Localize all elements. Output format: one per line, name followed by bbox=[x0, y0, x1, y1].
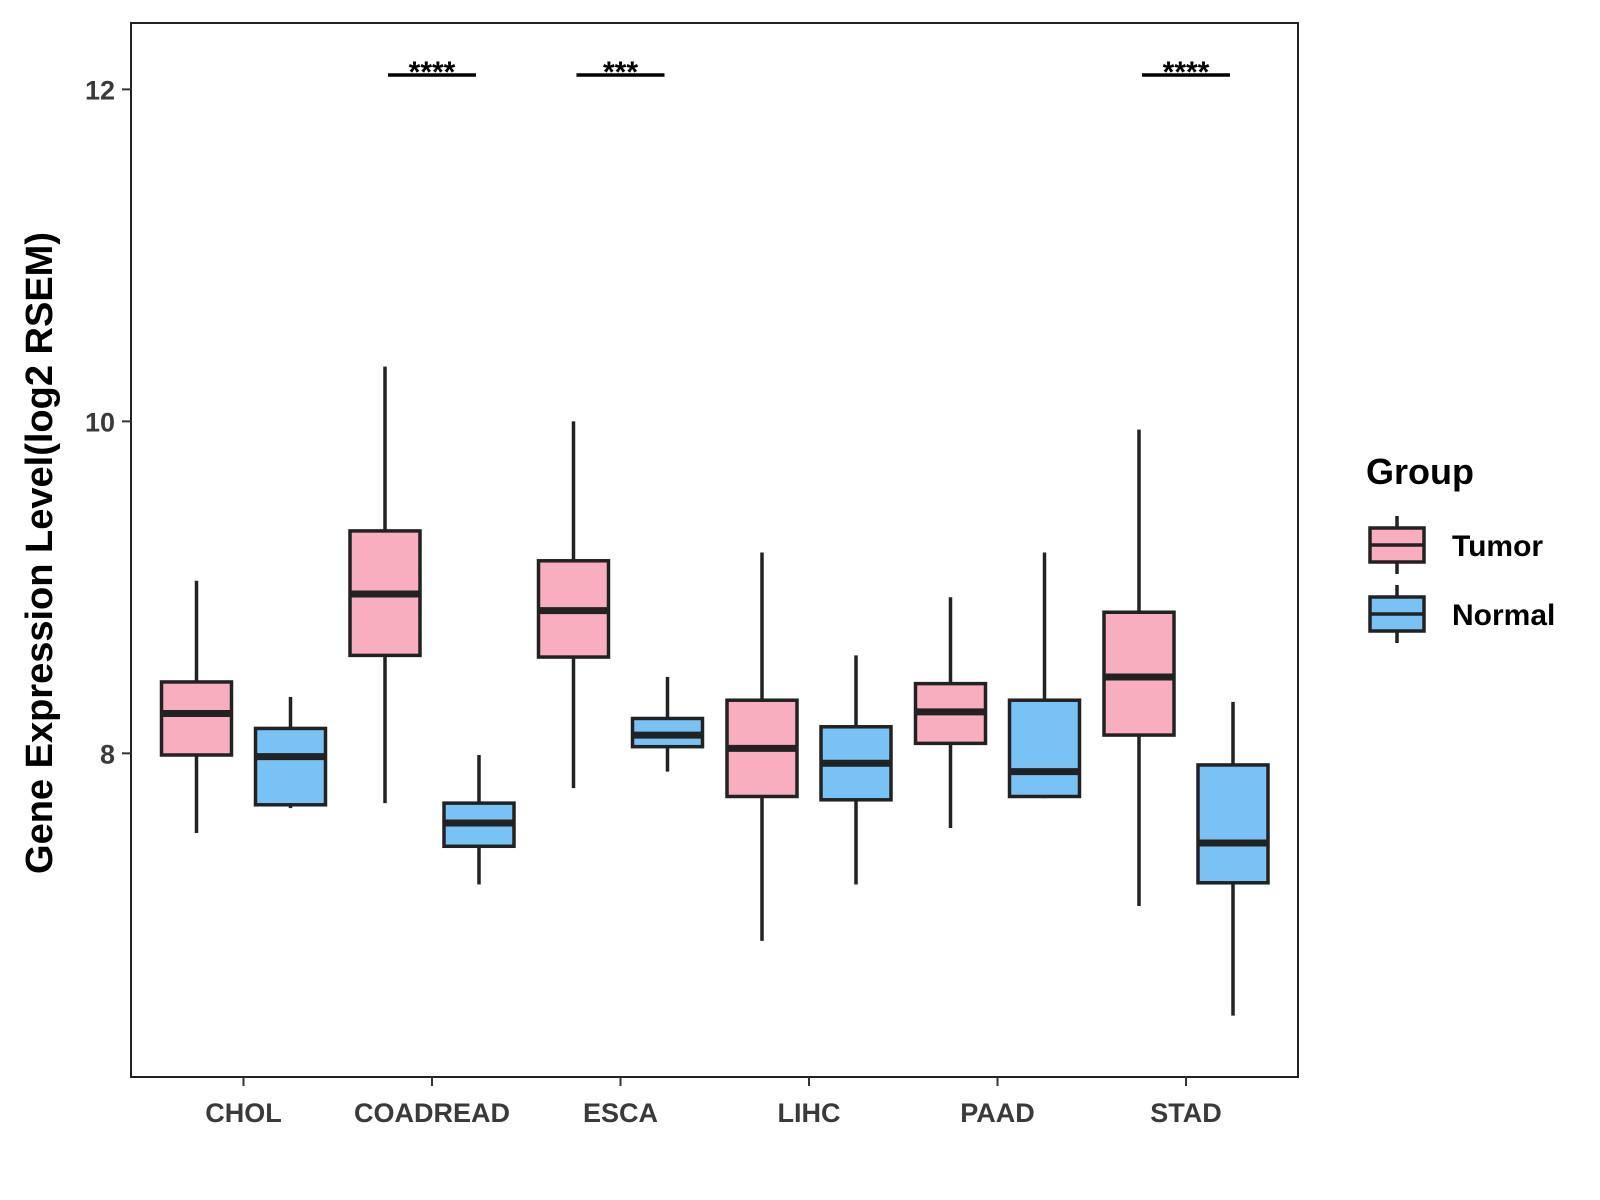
y-tick-label: 8 bbox=[100, 739, 115, 769]
box-normal-coadread bbox=[442, 754, 516, 885]
box-tumor-chol bbox=[159, 580, 234, 834]
x-tick-label: COADREAD bbox=[354, 1098, 510, 1128]
x-tick-label: CHOL bbox=[205, 1098, 282, 1128]
x-tick-label: STAD bbox=[1150, 1098, 1222, 1128]
x-tick-label: ESCA bbox=[583, 1098, 658, 1128]
legend-label: Normal bbox=[1452, 599, 1555, 632]
box-tumor-stad bbox=[1102, 429, 1176, 907]
x-tick-label: PAAD bbox=[960, 1098, 1035, 1128]
box-normal-paad bbox=[1007, 552, 1082, 799]
plot-area: **** *** **** bbox=[159, 56, 1270, 1016]
y-tick-label: 10 bbox=[85, 407, 115, 437]
significance-label: **** bbox=[409, 56, 456, 89]
y-axis-title: Gene Expression Level(log2 RSEM) bbox=[19, 232, 61, 874]
box-normal-lihc bbox=[819, 655, 893, 885]
box-tumor-coadread bbox=[348, 366, 422, 804]
box-body bbox=[253, 726, 328, 807]
box-tumor-paad bbox=[913, 597, 988, 829]
legend-label: Tumor bbox=[1452, 530, 1543, 563]
box-body bbox=[1007, 698, 1082, 799]
box-normal-esca bbox=[630, 676, 705, 772]
x-tick-label: LIHC bbox=[778, 1098, 841, 1128]
legend-title: Group bbox=[1366, 451, 1474, 492]
box-normal-chol bbox=[253, 696, 328, 809]
legend: Group Tumor Normal bbox=[1366, 451, 1555, 643]
box-normal-stad bbox=[1196, 701, 1270, 1016]
significance-label: **** bbox=[1163, 56, 1210, 89]
box-tumor-lihc bbox=[725, 552, 799, 941]
box-body bbox=[159, 680, 234, 757]
box-tumor-esca bbox=[536, 421, 611, 789]
significance-label: *** bbox=[603, 56, 638, 89]
y-tick-label: 12 bbox=[85, 75, 115, 105]
axes: 8 10 12 CHOL COADREAD ESCA LIHC PAAD STAD bbox=[85, 22, 1299, 1128]
panel-border bbox=[130, 22, 1299, 1078]
box-body bbox=[1196, 763, 1270, 885]
